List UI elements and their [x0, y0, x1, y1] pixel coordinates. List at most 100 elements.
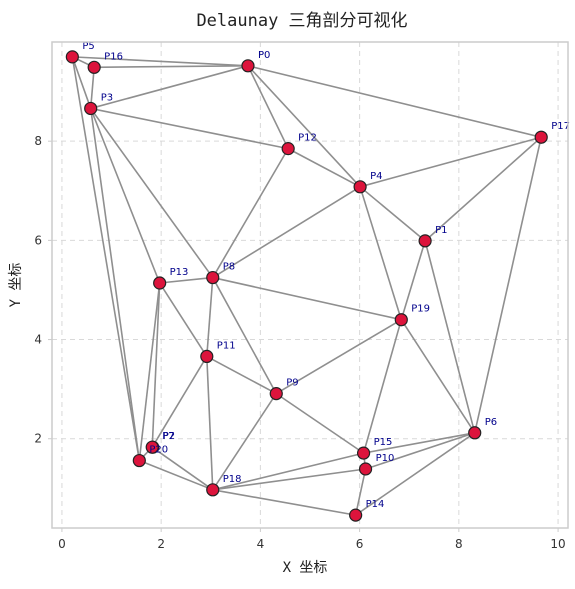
triangulation-edge	[206, 277, 214, 357]
data-point	[132, 453, 146, 468]
data-point	[281, 142, 295, 156]
triangulation-edge	[212, 276, 402, 321]
data-point	[468, 426, 482, 440]
triangulation-edge	[362, 319, 403, 454]
point-label: P10	[376, 453, 395, 464]
x-tick-label: 2	[157, 537, 165, 551]
data-point	[534, 130, 548, 144]
x-tick-label: 4	[257, 537, 265, 551]
data-point	[206, 483, 220, 497]
triangulation-edge	[212, 393, 277, 491]
data-point	[241, 59, 255, 73]
point-label: P18	[223, 474, 242, 485]
triangulation-edge	[400, 240, 426, 320]
point-label: P16	[104, 51, 123, 62]
point-label: P19	[411, 304, 430, 315]
triangulation-edge	[247, 65, 542, 138]
triangulation-edge	[138, 282, 161, 461]
point-label: P6	[485, 417, 497, 428]
point-label: P9	[286, 378, 298, 389]
triangulation-edge	[151, 446, 214, 491]
triangulation-edge	[355, 432, 476, 516]
point-label: P0	[258, 50, 270, 61]
triangulation-edge	[359, 186, 403, 320]
triangulation-edge	[247, 65, 361, 188]
y-tick-label: 4	[34, 333, 42, 347]
triangulation-edge	[159, 276, 213, 284]
triangulation-edge	[363, 431, 475, 454]
data-point	[269, 387, 283, 401]
triangulation-edge	[212, 148, 289, 278]
triangulation-edge	[72, 56, 249, 67]
triangulation-edge	[473, 137, 542, 433]
triangulation-edge	[275, 392, 365, 454]
label-layer: P0 P1 P2 P3 P4 P5 P6 P7 P8 P9 P10 P11 P12 P13 P14 P15 P1…	[82, 41, 570, 510]
triangulation-edge	[212, 452, 364, 491]
triangulation-edge	[151, 355, 208, 448]
triangulation-edge	[247, 65, 289, 149]
point-label: P20	[149, 445, 168, 456]
point-label: P12	[298, 133, 317, 144]
chart-title: Delaunay 三角剖分可视化	[196, 11, 407, 31]
triangulation-edge	[359, 136, 542, 188]
point-label: P17	[551, 121, 570, 132]
point-layer	[65, 50, 548, 522]
point-label: P4	[370, 171, 382, 182]
data-point	[394, 313, 408, 327]
x-tick-label: 10	[550, 537, 565, 551]
y-tick-label: 2	[34, 432, 42, 446]
triangulation-edge	[212, 468, 366, 491]
point-label: P15	[374, 437, 393, 448]
triangulation-edge	[90, 65, 249, 110]
point-label: P2	[163, 431, 175, 442]
point-label: P5	[82, 41, 94, 52]
data-point	[84, 101, 98, 116]
triangulation-edge	[212, 489, 356, 516]
data-point	[200, 349, 214, 364]
triangulation-edge	[90, 107, 214, 279]
triangulation-edge	[365, 432, 475, 470]
data-point	[349, 508, 363, 522]
triangulation-edge	[158, 282, 208, 357]
triangulation-edge	[212, 277, 277, 394]
x-tick-label: 8	[455, 537, 463, 551]
triangulation-edge	[90, 107, 289, 150]
point-label: P13	[170, 267, 189, 278]
data-point	[206, 270, 220, 285]
triangulation-edge	[275, 319, 402, 395]
triangulation-edge	[212, 186, 361, 279]
y-axis-label: Y 坐标	[8, 263, 24, 308]
plot-frame	[51, 41, 569, 529]
point-label: P14	[366, 499, 385, 510]
edge-layer	[71, 56, 542, 516]
data-point	[356, 446, 371, 460]
data-point	[353, 180, 367, 194]
triangulation-edge	[71, 56, 92, 109]
data-point	[65, 50, 79, 64]
triangulation-edge	[206, 355, 277, 395]
x-tick-label: 0	[58, 537, 66, 551]
triangulation-edge	[71, 56, 141, 461]
triangulation-edge	[89, 108, 141, 461]
triangulation-edge	[354, 468, 367, 516]
triangulation-edge	[359, 186, 426, 242]
triangulation-edge	[287, 147, 361, 188]
triangulation-edge	[94, 65, 248, 69]
grid-layer	[52, 42, 568, 528]
data-point	[145, 440, 159, 454]
x-axis-label: X 坐标	[283, 560, 328, 576]
point-label: P3	[101, 92, 113, 103]
data-point	[418, 234, 432, 248]
tick-layer: 0 2 4 6 8 10 2 4 6 8	[34, 134, 565, 551]
triangulation-edge	[206, 356, 214, 490]
triangulation-edge	[89, 67, 95, 109]
triangulation-edge	[424, 240, 476, 433]
triangulation-edge	[424, 136, 542, 242]
data-point	[87, 60, 101, 74]
data-point	[153, 276, 167, 290]
point-label: P11	[217, 340, 236, 351]
y-tick-label: 8	[34, 134, 42, 148]
point-label: P7	[162, 431, 174, 442]
